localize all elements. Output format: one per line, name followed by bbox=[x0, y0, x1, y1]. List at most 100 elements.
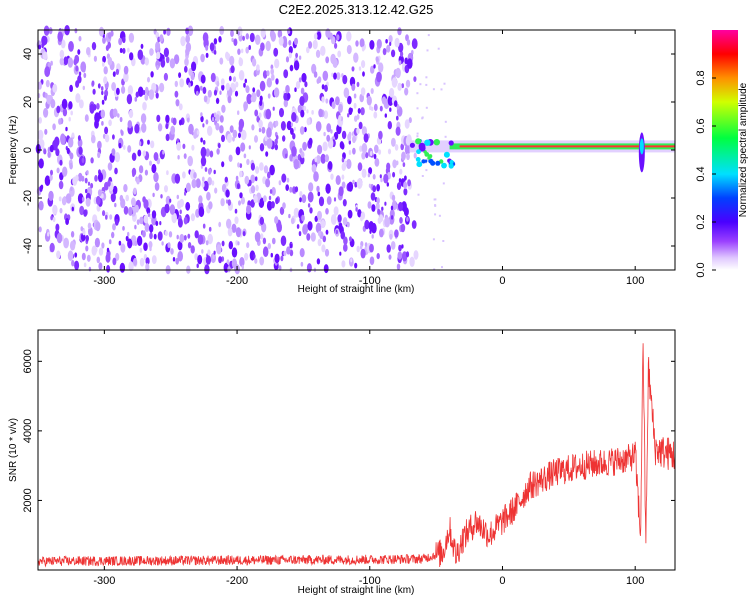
noise-blob bbox=[339, 251, 342, 256]
noise-blob bbox=[348, 150, 352, 155]
noise-blob bbox=[263, 195, 267, 203]
noise-blob bbox=[318, 196, 325, 207]
x-tick-label: -300 bbox=[93, 575, 115, 587]
noise-blob bbox=[114, 152, 121, 163]
noise-blob bbox=[70, 231, 75, 238]
noise-blob bbox=[182, 171, 186, 179]
noise-blob bbox=[205, 45, 209, 51]
noise-blob bbox=[48, 27, 53, 35]
noise-blob bbox=[286, 246, 291, 255]
noise-blob bbox=[254, 135, 258, 143]
noise-blob bbox=[352, 147, 356, 155]
noise-blob bbox=[292, 133, 296, 140]
noise-blob bbox=[105, 253, 111, 263]
signal-onset-blob bbox=[421, 159, 426, 164]
noise-blob bbox=[311, 63, 317, 74]
y-tick-label: -40 bbox=[22, 238, 34, 254]
noise-dot bbox=[426, 158, 429, 161]
noise-blob bbox=[185, 201, 191, 211]
noise-blob bbox=[197, 254, 203, 265]
noise-blob bbox=[102, 36, 106, 44]
noise-blob bbox=[399, 168, 403, 175]
noise-blob bbox=[285, 184, 290, 192]
noise-blob bbox=[200, 137, 203, 143]
noise-blob bbox=[246, 242, 250, 249]
noise-blob bbox=[175, 257, 179, 265]
noise-blob bbox=[165, 123, 169, 130]
noise-blob bbox=[104, 134, 110, 143]
noise-blob bbox=[59, 159, 63, 166]
noise-blob bbox=[227, 227, 233, 237]
noise-blob bbox=[142, 150, 146, 157]
noise-blob bbox=[47, 232, 50, 237]
noise-blob bbox=[274, 253, 280, 264]
noise-blob bbox=[106, 247, 110, 253]
noise-blob bbox=[341, 157, 345, 163]
noise-blob bbox=[107, 162, 113, 171]
noise-blob bbox=[205, 255, 211, 265]
noise-blob bbox=[316, 258, 321, 265]
signal-onset-blob bbox=[415, 157, 421, 162]
noise-blob bbox=[362, 71, 365, 77]
noise-blob bbox=[350, 258, 353, 263]
noise-blob bbox=[274, 216, 279, 224]
noise-blob bbox=[314, 215, 318, 222]
noise-blob bbox=[349, 236, 352, 242]
noise-blob bbox=[351, 66, 355, 72]
noise-blob bbox=[127, 206, 133, 216]
noise-blob bbox=[38, 44, 41, 50]
noise-blob bbox=[127, 120, 133, 129]
noise-blob bbox=[156, 51, 161, 60]
noise-blob bbox=[177, 250, 183, 262]
noise-blob bbox=[399, 217, 403, 224]
noise-blob bbox=[338, 186, 344, 197]
noise-blob bbox=[262, 70, 268, 79]
noise-blob bbox=[283, 69, 289, 79]
noise-blob bbox=[370, 65, 375, 74]
noise-blob bbox=[333, 206, 339, 216]
colorbar-scale bbox=[712, 30, 738, 270]
noise-blob bbox=[376, 39, 382, 49]
noise-blob bbox=[191, 61, 197, 72]
noise-blob bbox=[98, 262, 103, 270]
noise-blob bbox=[111, 148, 116, 156]
snr-plot-area bbox=[38, 330, 675, 570]
noise-blob bbox=[88, 188, 92, 194]
noise-blob bbox=[361, 168, 367, 178]
noise-blob bbox=[156, 114, 161, 123]
noise-blob bbox=[38, 226, 42, 233]
noise-blob bbox=[166, 27, 171, 36]
noise-blob bbox=[360, 211, 366, 220]
noise-blob bbox=[232, 129, 238, 139]
noise-blob bbox=[366, 95, 372, 106]
noise-blob bbox=[153, 152, 159, 161]
noise-blob bbox=[293, 126, 296, 131]
noise-blob bbox=[86, 47, 91, 56]
noise-blob bbox=[147, 139, 150, 145]
noise-blob bbox=[342, 74, 348, 85]
noise-blob bbox=[337, 214, 342, 223]
noise-blob bbox=[358, 121, 363, 130]
noise-blob bbox=[387, 95, 394, 106]
noise-blob bbox=[300, 261, 304, 267]
noise-blob bbox=[288, 40, 292, 46]
noise-blob bbox=[174, 90, 179, 98]
noise-blob bbox=[280, 235, 287, 247]
noise-blob bbox=[233, 38, 238, 46]
noise-blob bbox=[88, 226, 93, 237]
noise-blob bbox=[123, 72, 129, 83]
noise-blob bbox=[225, 82, 230, 91]
noise-blob bbox=[142, 90, 146, 95]
snr-frame bbox=[37, 329, 676, 571]
noise-blob bbox=[333, 197, 337, 202]
noise-blob bbox=[321, 244, 326, 253]
noise-blob bbox=[59, 207, 63, 214]
colorbar-tick-label: 0.8 bbox=[695, 70, 707, 85]
noise-blob bbox=[127, 47, 130, 53]
noise-blob bbox=[166, 170, 169, 176]
noise-blob bbox=[149, 48, 154, 56]
noise-blob bbox=[198, 206, 205, 218]
noise-blob bbox=[63, 237, 69, 249]
noise-dot bbox=[416, 107, 419, 110]
noise-blob bbox=[245, 85, 250, 94]
